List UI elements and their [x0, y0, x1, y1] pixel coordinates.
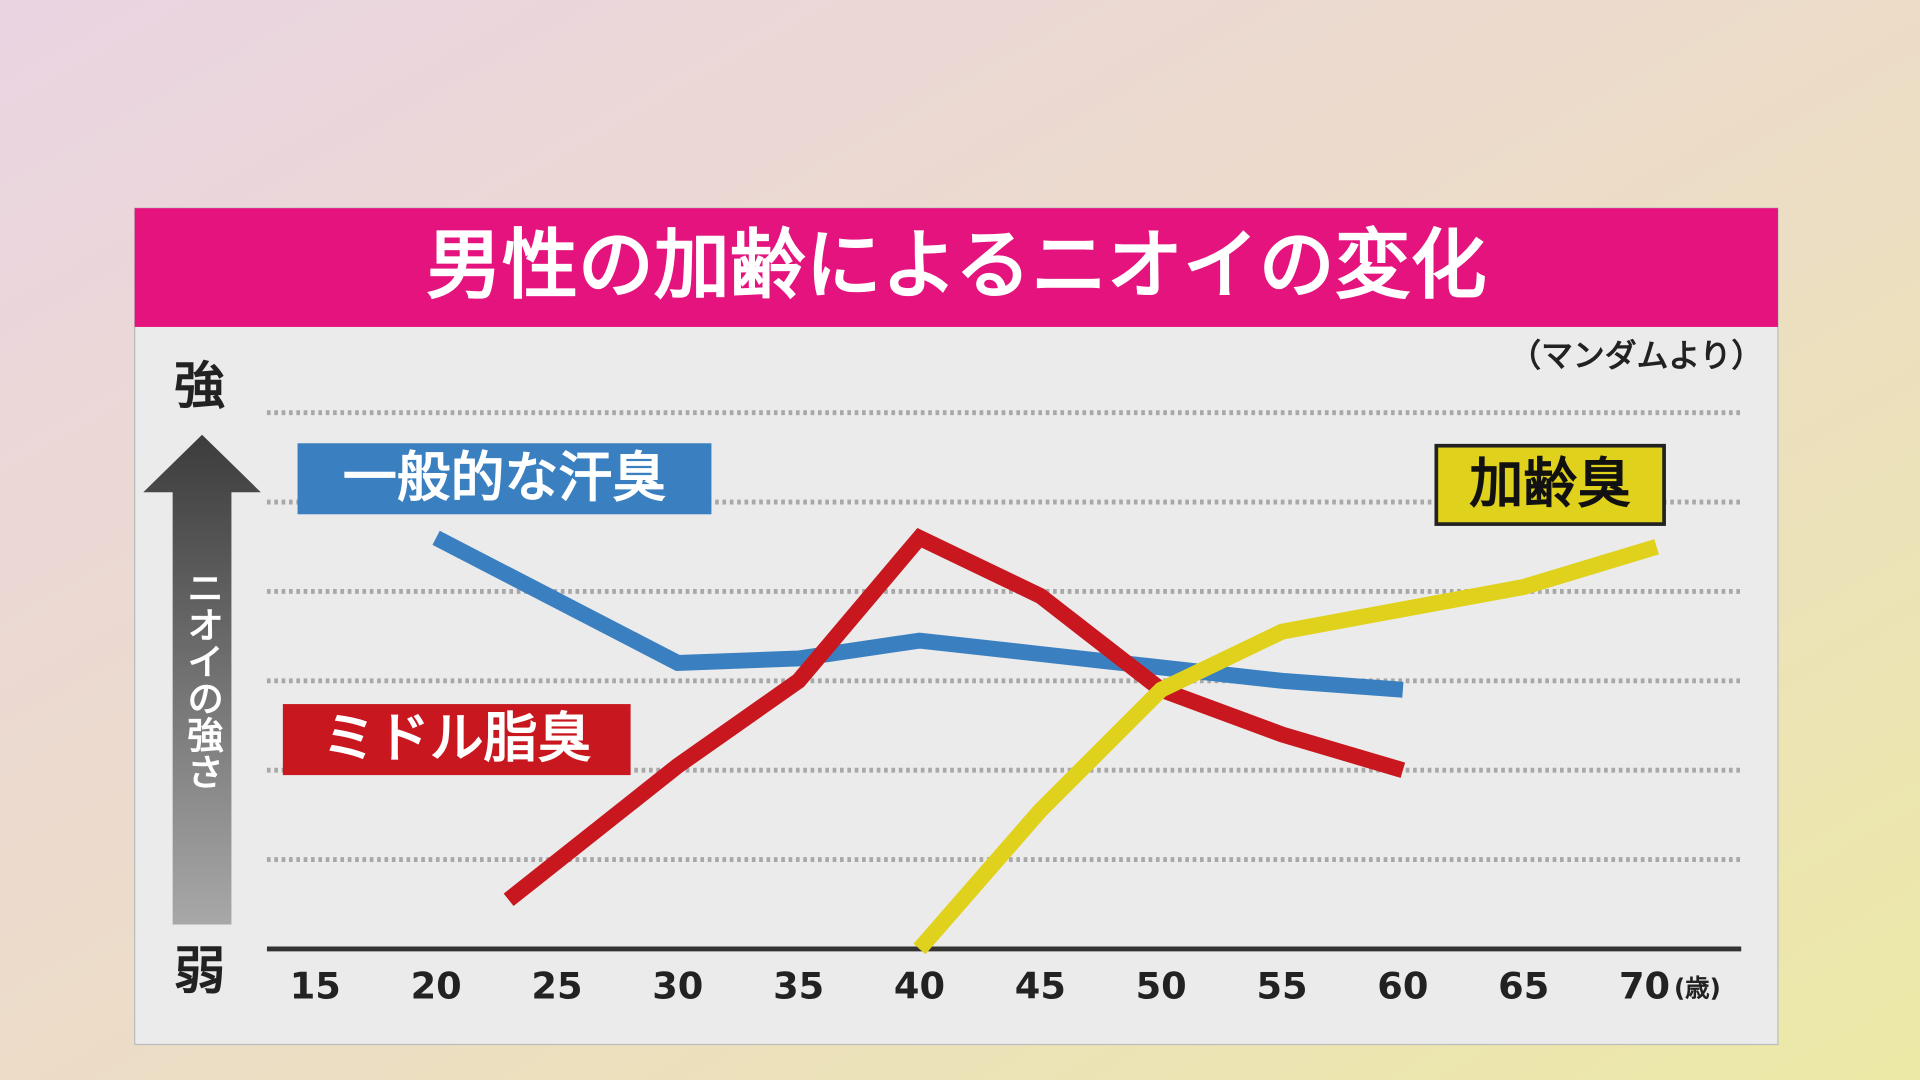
y-low-label: 弱 — [174, 942, 225, 1002]
x-tick-label: 45 — [1015, 965, 1066, 1008]
x-tick-label: 25 — [531, 965, 582, 1008]
series-line — [913, 539, 1659, 955]
title-bar — [134, 208, 1778, 327]
x-tick-label: 15 — [290, 965, 341, 1008]
x-tick-label: 50 — [1136, 965, 1187, 1008]
y-arrow — [143, 434, 261, 925]
x-tick-label: 55 — [1256, 965, 1307, 1008]
x-tick-label: 30 — [652, 965, 703, 1008]
y-high-label: 強 — [174, 356, 225, 416]
series-line — [503, 527, 1406, 907]
panel — [134, 207, 1779, 1046]
source: （マンダムより） — [1509, 337, 1763, 375]
x-unit: (歳) — [1674, 973, 1721, 1002]
chart-title: 男性の加齢によるニオイの変化 — [426, 222, 1486, 310]
legend-label: ミドル脂臭 — [322, 707, 591, 770]
series-label-box — [297, 443, 712, 515]
series-label-box — [282, 704, 631, 776]
x-tick-label: 65 — [1498, 965, 1549, 1008]
legend-label: 一般的な汗臭 — [343, 446, 666, 509]
series-line — [432, 530, 1404, 698]
x-tick-label: 40 — [894, 965, 945, 1008]
x-tick-label: 20 — [411, 965, 462, 1008]
y-axis-label: ニオイの強さ — [181, 569, 224, 789]
x-tick-label: 35 — [773, 965, 824, 1008]
series-label-box — [1434, 443, 1666, 526]
x-tick-label: 60 — [1377, 965, 1428, 1008]
x-tick-label: 70 — [1619, 965, 1670, 1008]
legend-label: 加齢臭 — [1469, 452, 1631, 515]
